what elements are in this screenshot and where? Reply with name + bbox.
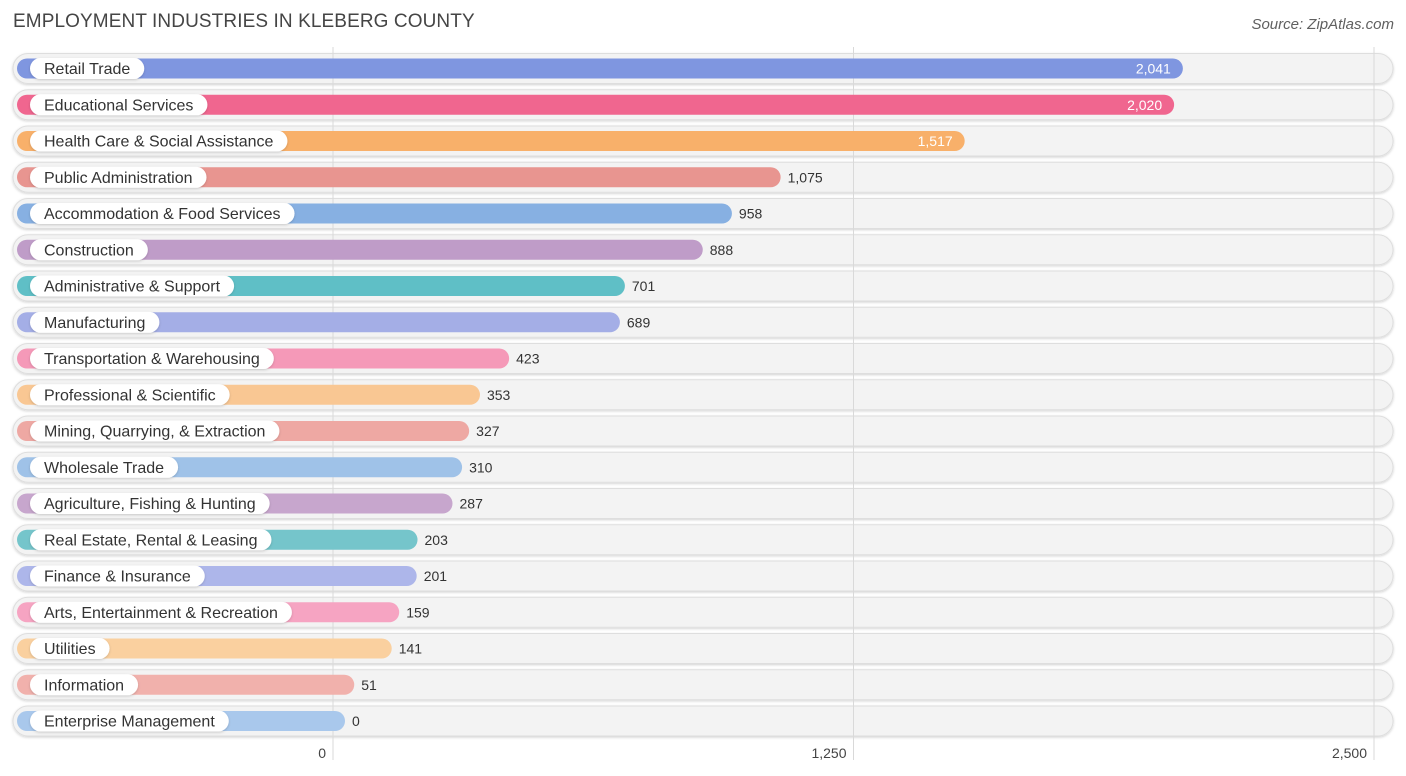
category-label-pill bbox=[30, 601, 292, 623]
value-label: 287 bbox=[460, 496, 484, 512]
category-label: Educational Services bbox=[44, 97, 193, 114]
value-label: 327 bbox=[476, 423, 500, 439]
category-label-pill bbox=[30, 493, 270, 514]
bar-row: Enterprise Management 0 bbox=[17, 710, 360, 732]
bar-row: Educational Services 2,020 bbox=[17, 94, 1175, 116]
category-label-pill bbox=[30, 166, 207, 188]
category-label-pill bbox=[30, 420, 280, 442]
bar bbox=[17, 94, 1175, 115]
value-label: 159 bbox=[406, 604, 430, 620]
value-label: 141 bbox=[399, 641, 423, 657]
bar bbox=[17, 638, 392, 659]
value-label: 423 bbox=[516, 351, 540, 367]
category-label: Health Care & Social Assistance bbox=[44, 134, 274, 151]
x-tick-label: 1,250 bbox=[811, 745, 846, 761]
value-label: 353 bbox=[487, 387, 511, 403]
category-label-pill bbox=[30, 130, 288, 152]
bar-row: Professional & Scientific 353 bbox=[17, 384, 511, 406]
x-axis: 0 1,250 2,500 bbox=[318, 745, 1367, 761]
bar-row: Public Administration 1,075 bbox=[17, 166, 823, 188]
category-label: Retail Trade bbox=[44, 61, 130, 78]
category-label: Finance & Insurance bbox=[44, 569, 191, 586]
bars: Retail Trade 2,041 Educational Services 2,0… bbox=[17, 58, 1183, 732]
category-label: Manufacturing bbox=[44, 315, 145, 332]
bar-row: Accommodation & Food Services 958 bbox=[17, 203, 762, 224]
category-label-pill bbox=[30, 203, 295, 224]
category-label-pill bbox=[30, 565, 205, 587]
chart-title: EMPLOYMENT INDUSTRIES IN KLEBERG COUNTY bbox=[13, 11, 475, 32]
category-label: Real Estate, Rental & Leasing bbox=[44, 532, 257, 549]
category-label: Enterprise Management bbox=[44, 714, 215, 731]
x-tick-label: 2,500 bbox=[1332, 745, 1367, 761]
x-tick-label: 0 bbox=[318, 745, 326, 761]
category-label: Mining, Quarrying, & Extraction bbox=[44, 424, 265, 441]
row-background bbox=[12, 705, 1394, 737]
bar bbox=[17, 239, 703, 260]
value-label: 51 bbox=[361, 677, 377, 693]
category-label: Information bbox=[44, 677, 124, 694]
bar-row: Mining, Quarrying, & Extraction 327 bbox=[17, 420, 500, 442]
bar bbox=[17, 312, 620, 333]
category-label: Arts, Entertainment & Recreation bbox=[44, 605, 278, 622]
category-label-pill bbox=[30, 58, 145, 79]
category-label-pill bbox=[30, 239, 148, 261]
category-label: Public Administration bbox=[44, 170, 193, 187]
category-label: Agriculture, Fishing & Hunting bbox=[44, 496, 256, 513]
bar-row: Retail Trade 2,041 bbox=[17, 58, 1183, 79]
bar-row: Transportation & Warehousing 423 bbox=[17, 348, 540, 369]
value-label: 888 bbox=[710, 242, 734, 258]
row-background bbox=[12, 669, 1394, 701]
category-label: Utilities bbox=[44, 641, 96, 658]
value-label: 1,075 bbox=[788, 169, 823, 185]
category-label-pill bbox=[30, 384, 230, 406]
bar-row: Construction 888 bbox=[17, 239, 734, 261]
value-label: 0 bbox=[352, 713, 360, 729]
value-label: 201 bbox=[424, 568, 448, 584]
bar-row: Health Care & Social Assistance 1,517 bbox=[17, 130, 965, 152]
category-label-pill bbox=[30, 94, 208, 116]
category-label: Administrative & Support bbox=[44, 279, 221, 296]
category-label-pill bbox=[30, 638, 110, 659]
category-label-pill bbox=[30, 710, 229, 732]
source-label: Source: ZipAtlas.com bbox=[1251, 16, 1394, 33]
category-label: Wholesale Trade bbox=[44, 460, 164, 477]
value-label: 958 bbox=[739, 206, 763, 222]
bar-row: Utilities 141 bbox=[17, 638, 422, 659]
bar-row: Information 51 bbox=[17, 674, 377, 696]
category-label: Construction bbox=[44, 242, 134, 259]
bar-row: Wholesale Trade 310 bbox=[17, 456, 493, 478]
bar-row: Agriculture, Fishing & Hunting 287 bbox=[17, 493, 483, 514]
bar-row: Administrative & Support 701 bbox=[17, 275, 656, 297]
value-label: 310 bbox=[469, 459, 493, 475]
value-label: 2,041 bbox=[1136, 61, 1171, 77]
category-label-pill bbox=[30, 674, 139, 696]
bar-row: Manufacturing 689 bbox=[17, 311, 651, 333]
bar-row: Real Estate, Rental & Leasing 203 bbox=[17, 529, 449, 551]
category-label: Accommodation & Food Services bbox=[44, 206, 281, 223]
value-label: 1,517 bbox=[918, 133, 953, 149]
category-label-pill bbox=[30, 311, 160, 333]
value-label: 701 bbox=[632, 278, 656, 294]
category-label-pill bbox=[30, 529, 272, 551]
category-label-pill bbox=[30, 275, 235, 297]
bar-row: Finance & Insurance 201 bbox=[17, 565, 448, 587]
value-label: 203 bbox=[425, 532, 449, 548]
category-label-pill bbox=[30, 456, 179, 478]
value-label: 689 bbox=[627, 314, 651, 330]
category-label: Transportation & Warehousing bbox=[44, 351, 260, 368]
category-label: Professional & Scientific bbox=[44, 387, 216, 404]
bar bbox=[17, 58, 1183, 79]
bar bbox=[17, 167, 781, 188]
value-label: 2,020 bbox=[1127, 97, 1162, 113]
category-label-pill bbox=[30, 348, 274, 369]
bar-row: Arts, Entertainment & Recreation 159 bbox=[17, 601, 430, 623]
